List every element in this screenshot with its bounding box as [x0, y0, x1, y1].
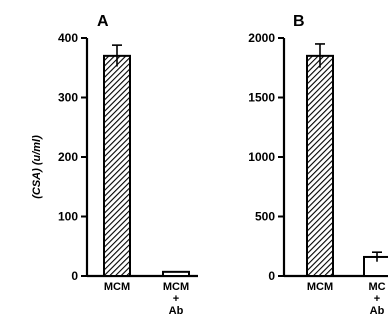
- bar: [363, 255, 388, 277]
- bar: [103, 54, 131, 277]
- y-tick-label: 0: [268, 269, 275, 283]
- bar: [306, 54, 334, 277]
- category-label: +: [374, 293, 380, 305]
- panel-label: A: [97, 13, 109, 30]
- category-label: MCM: [307, 281, 333, 293]
- y-tick-label: 0: [71, 269, 78, 283]
- y-tick-label: 300: [58, 91, 78, 105]
- category-label: Ab: [370, 305, 385, 317]
- y-tick-label: 2000: [248, 31, 275, 45]
- y-tick-label: 500: [255, 210, 275, 224]
- category-label: Ab: [169, 305, 184, 317]
- y-tick-label: 200: [58, 150, 78, 164]
- panel-label: B: [293, 13, 305, 30]
- y-axis-label: (CSA) (u/ml): [31, 135, 43, 199]
- category-label: +: [173, 293, 179, 305]
- y-tick-label: 1500: [248, 91, 275, 105]
- category-label: MC: [368, 281, 385, 293]
- category-label: MCM: [163, 281, 189, 293]
- category-label: MCM: [104, 281, 130, 293]
- chart-panel-b: B 0 500 1000 1500 2000 MCM MC+Ab: [248, 13, 388, 317]
- y-tick-label: 1000: [248, 150, 275, 164]
- y-tick-label: 400: [58, 31, 78, 45]
- y-tick-label: 100: [58, 210, 78, 224]
- bar: [162, 270, 190, 277]
